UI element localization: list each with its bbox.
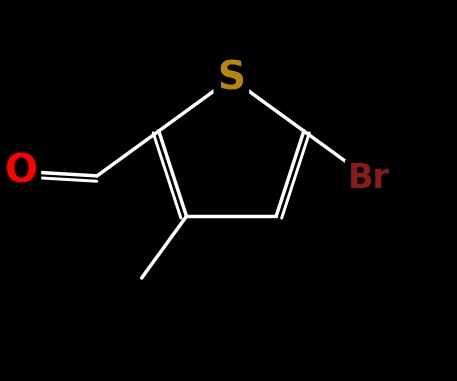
Text: Br: Br [348, 162, 390, 195]
Text: S: S [217, 59, 245, 97]
Text: O: O [4, 152, 37, 190]
